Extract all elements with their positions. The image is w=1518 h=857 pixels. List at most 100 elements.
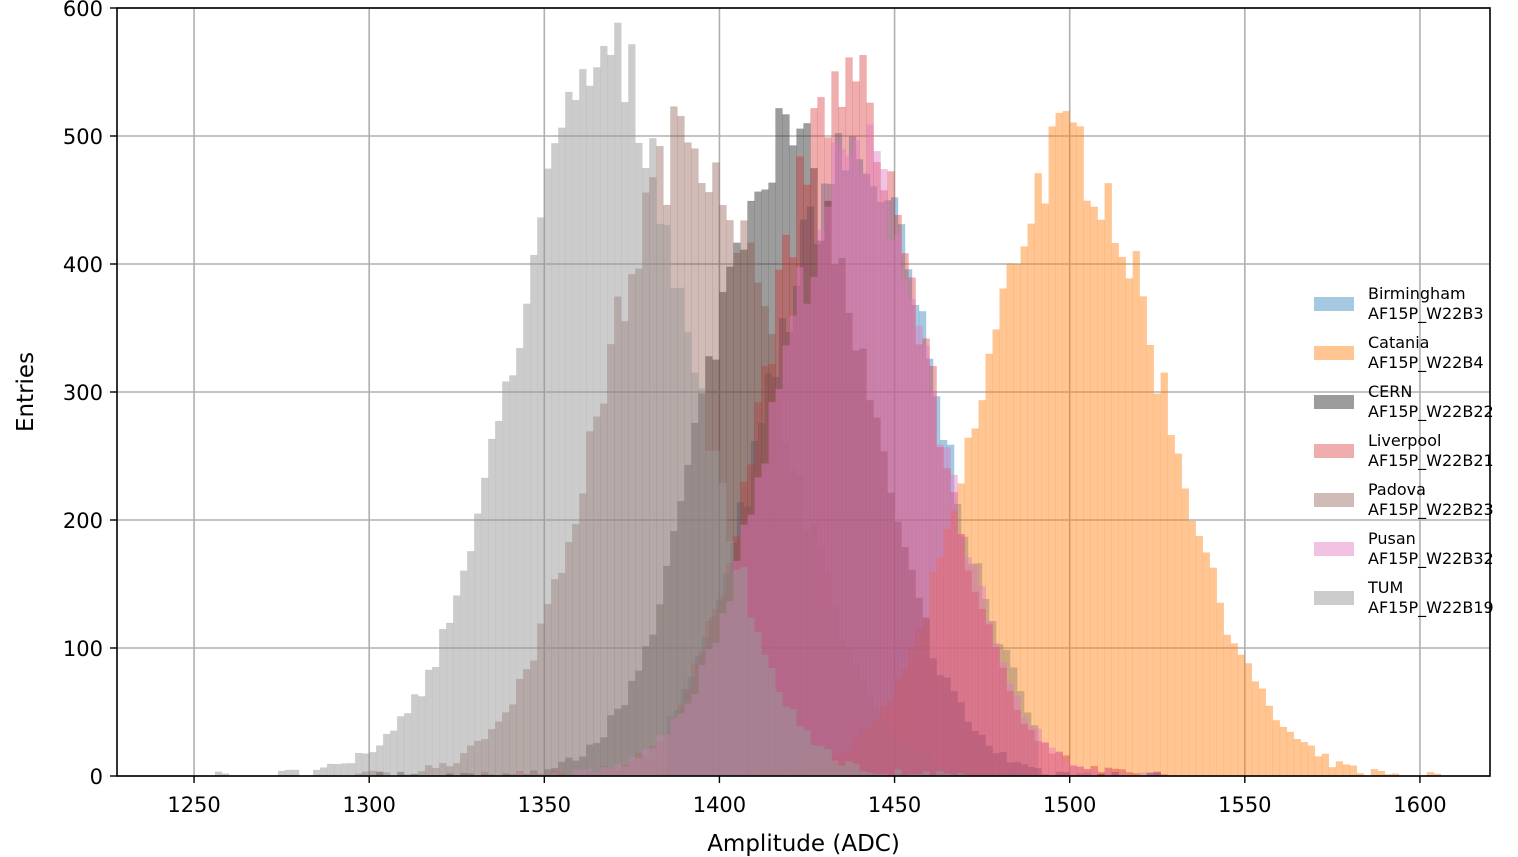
histogram-bar	[1104, 183, 1112, 777]
legend-label: AF15P_W22B32	[1368, 549, 1494, 569]
histogram-bar	[978, 586, 986, 777]
y-tick-label: 600	[63, 0, 103, 21]
y-tick-label: 300	[63, 381, 103, 405]
histogram-bar	[1055, 751, 1063, 777]
histogram-bar	[1041, 741, 1049, 777]
histogram-bar	[551, 143, 559, 777]
histogram-bar	[516, 347, 524, 777]
histogram-bar	[1181, 488, 1190, 777]
legend-swatch	[1314, 395, 1354, 409]
y-tick-label: 400	[63, 253, 103, 277]
histogram-bar	[859, 172, 867, 777]
histogram-bar	[663, 224, 671, 777]
histogram-bar	[880, 169, 888, 777]
histogram-bar	[943, 447, 951, 777]
histogram-bar	[796, 726, 804, 777]
legend-swatch	[1314, 297, 1354, 311]
histogram-bar	[319, 767, 328, 777]
histogram-bar	[971, 565, 979, 777]
histogram-bar	[887, 239, 895, 777]
histogram-bar	[684, 331, 692, 777]
legend-label: TUM	[1367, 578, 1403, 597]
histogram-bar	[1034, 728, 1042, 777]
histogram-bar	[396, 716, 405, 777]
histogram-bar	[1342, 764, 1351, 777]
histogram-bar	[1083, 200, 1091, 777]
histogram-bar	[1216, 602, 1225, 777]
histogram-bar	[838, 765, 846, 777]
histogram-bar	[803, 303, 811, 777]
histogram-bar	[452, 595, 461, 777]
histogram-bar	[649, 138, 657, 777]
histogram-bar	[1328, 767, 1337, 777]
legend-label: Birmingham	[1368, 284, 1466, 303]
x-tick-label: 1300	[342, 793, 395, 817]
histogram-bar	[1160, 372, 1169, 777]
histogram-bar	[438, 628, 447, 777]
histogram-bar	[312, 769, 321, 777]
legend-swatch	[1314, 591, 1354, 605]
histogram-bar	[375, 745, 384, 777]
histogram-bar	[1104, 769, 1112, 777]
histogram-bar	[817, 745, 825, 777]
legend-label: AF15P_W22B21	[1368, 451, 1494, 471]
histogram-bar	[999, 662, 1007, 777]
histogram-bar	[326, 763, 335, 777]
histogram-bar	[474, 513, 482, 777]
histogram-bar	[389, 730, 398, 777]
histogram-bar	[957, 534, 965, 777]
histogram-bar	[1370, 768, 1379, 777]
x-axis-ticks: 1250 1300 1350 1400 1450 1500 1550 1600	[167, 776, 1447, 817]
histogram-bar	[838, 148, 846, 777]
histogram-bar	[593, 67, 601, 777]
histogram-bar	[1048, 126, 1056, 777]
histogram-bar	[537, 217, 545, 777]
histogram-bar	[544, 168, 552, 777]
histogram-bar	[1013, 695, 1021, 777]
legend-label: AF15P_W22B19	[1368, 598, 1494, 618]
histogram-bar	[481, 477, 489, 777]
legend-label: Padova	[1368, 480, 1426, 499]
histogram-bar	[1265, 705, 1274, 777]
histogram-bar	[368, 752, 377, 777]
legend-label: AF15P_W22B3	[1368, 304, 1484, 324]
histogram-bar	[922, 345, 930, 777]
histogram-bar	[1125, 278, 1133, 777]
histogram-bar	[1083, 769, 1091, 777]
histogram-bar	[572, 99, 580, 777]
histogram-bar	[740, 566, 748, 777]
x-tick-label: 1500	[1043, 793, 1096, 817]
histogram-bar	[410, 694, 419, 777]
histogram-bar	[1132, 250, 1140, 777]
histogram-bar	[1286, 731, 1295, 777]
histogram-bar	[628, 44, 636, 777]
histogram-bar	[347, 763, 356, 777]
histogram-bar	[796, 267, 804, 777]
histogram-bar	[775, 691, 783, 777]
histogram-bar	[382, 733, 391, 777]
histogram-bar	[1167, 434, 1176, 777]
series-tum	[214, 22, 965, 777]
y-tick-label: 200	[63, 509, 103, 533]
histogram-bar	[852, 763, 860, 777]
histogram-bar	[1118, 256, 1126, 777]
histogram-bar	[1139, 296, 1147, 777]
histogram-bar	[1335, 761, 1344, 777]
histogram-bar	[1202, 552, 1211, 777]
histogram-bar	[754, 631, 762, 777]
histogram-bar	[1111, 242, 1119, 777]
histogram-bar	[607, 54, 615, 777]
y-axis-label: Entries	[13, 352, 39, 432]
y-axis-ticks: 0 100 200 300 400 500 600	[63, 0, 117, 789]
legend-label: Pusan	[1368, 529, 1416, 548]
y-tick-label: 100	[63, 637, 103, 661]
histogram-bar	[929, 390, 937, 777]
histogram-bar	[1293, 738, 1302, 777]
histogram-bar	[1314, 756, 1323, 777]
histogram-bar	[789, 315, 797, 777]
histogram-bar	[1034, 173, 1042, 777]
histogram-bar	[964, 557, 972, 777]
